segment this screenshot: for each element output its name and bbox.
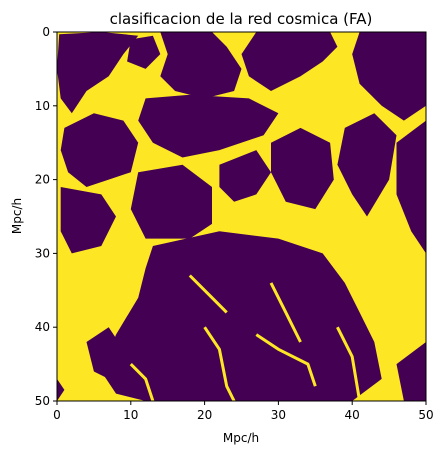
void-region: [60, 113, 139, 187]
void-region: [86, 327, 124, 379]
filament-line: [255, 333, 317, 387]
void-region: [127, 35, 161, 69]
void-region: [352, 32, 426, 121]
x-axis: 0 10 20 30 40 50: [53, 401, 434, 422]
void-region: [396, 120, 426, 254]
void-region: [337, 113, 397, 217]
void-region: [219, 150, 271, 202]
heatmap-field: [57, 32, 426, 401]
void-region: [241, 32, 338, 91]
y-tick-label: 40: [35, 320, 50, 334]
y-axis: 0 10 20 30 40 50: [35, 25, 57, 408]
void-region: [130, 164, 212, 239]
y-tick-label: 30: [35, 246, 50, 260]
void-region: [57, 378, 65, 401]
filament-line: [269, 282, 302, 343]
y-tick-label: 50: [35, 394, 50, 408]
plot-frame: [56, 31, 427, 402]
x-tick-label: 20: [197, 408, 212, 422]
x-tick-label: 50: [418, 408, 433, 422]
void-region: [271, 127, 334, 210]
filament-line: [203, 326, 236, 401]
filament-line: [336, 326, 362, 401]
void-region: [396, 342, 426, 401]
y-tick-label: 0: [42, 25, 50, 39]
y-tick-label: 10: [35, 99, 50, 113]
x-tick-label: 30: [271, 408, 286, 422]
x-axis-label: Mpc/h: [223, 431, 259, 445]
filament-line: [129, 363, 155, 401]
void-region: [101, 231, 382, 401]
x-tick-label: 40: [345, 408, 360, 422]
y-axis-label: Mpc/h: [10, 198, 24, 234]
void-region: [60, 187, 116, 254]
y-tick-label: 20: [35, 173, 50, 187]
void-region: [57, 32, 139, 114]
void-region: [138, 94, 279, 158]
void-region: [160, 32, 242, 99]
filament-line: [188, 274, 228, 314]
chart-title: clasificacion de la red cosmica (FA): [110, 10, 373, 28]
x-tick-label: 10: [123, 408, 138, 422]
x-tick-label: 0: [53, 408, 61, 422]
